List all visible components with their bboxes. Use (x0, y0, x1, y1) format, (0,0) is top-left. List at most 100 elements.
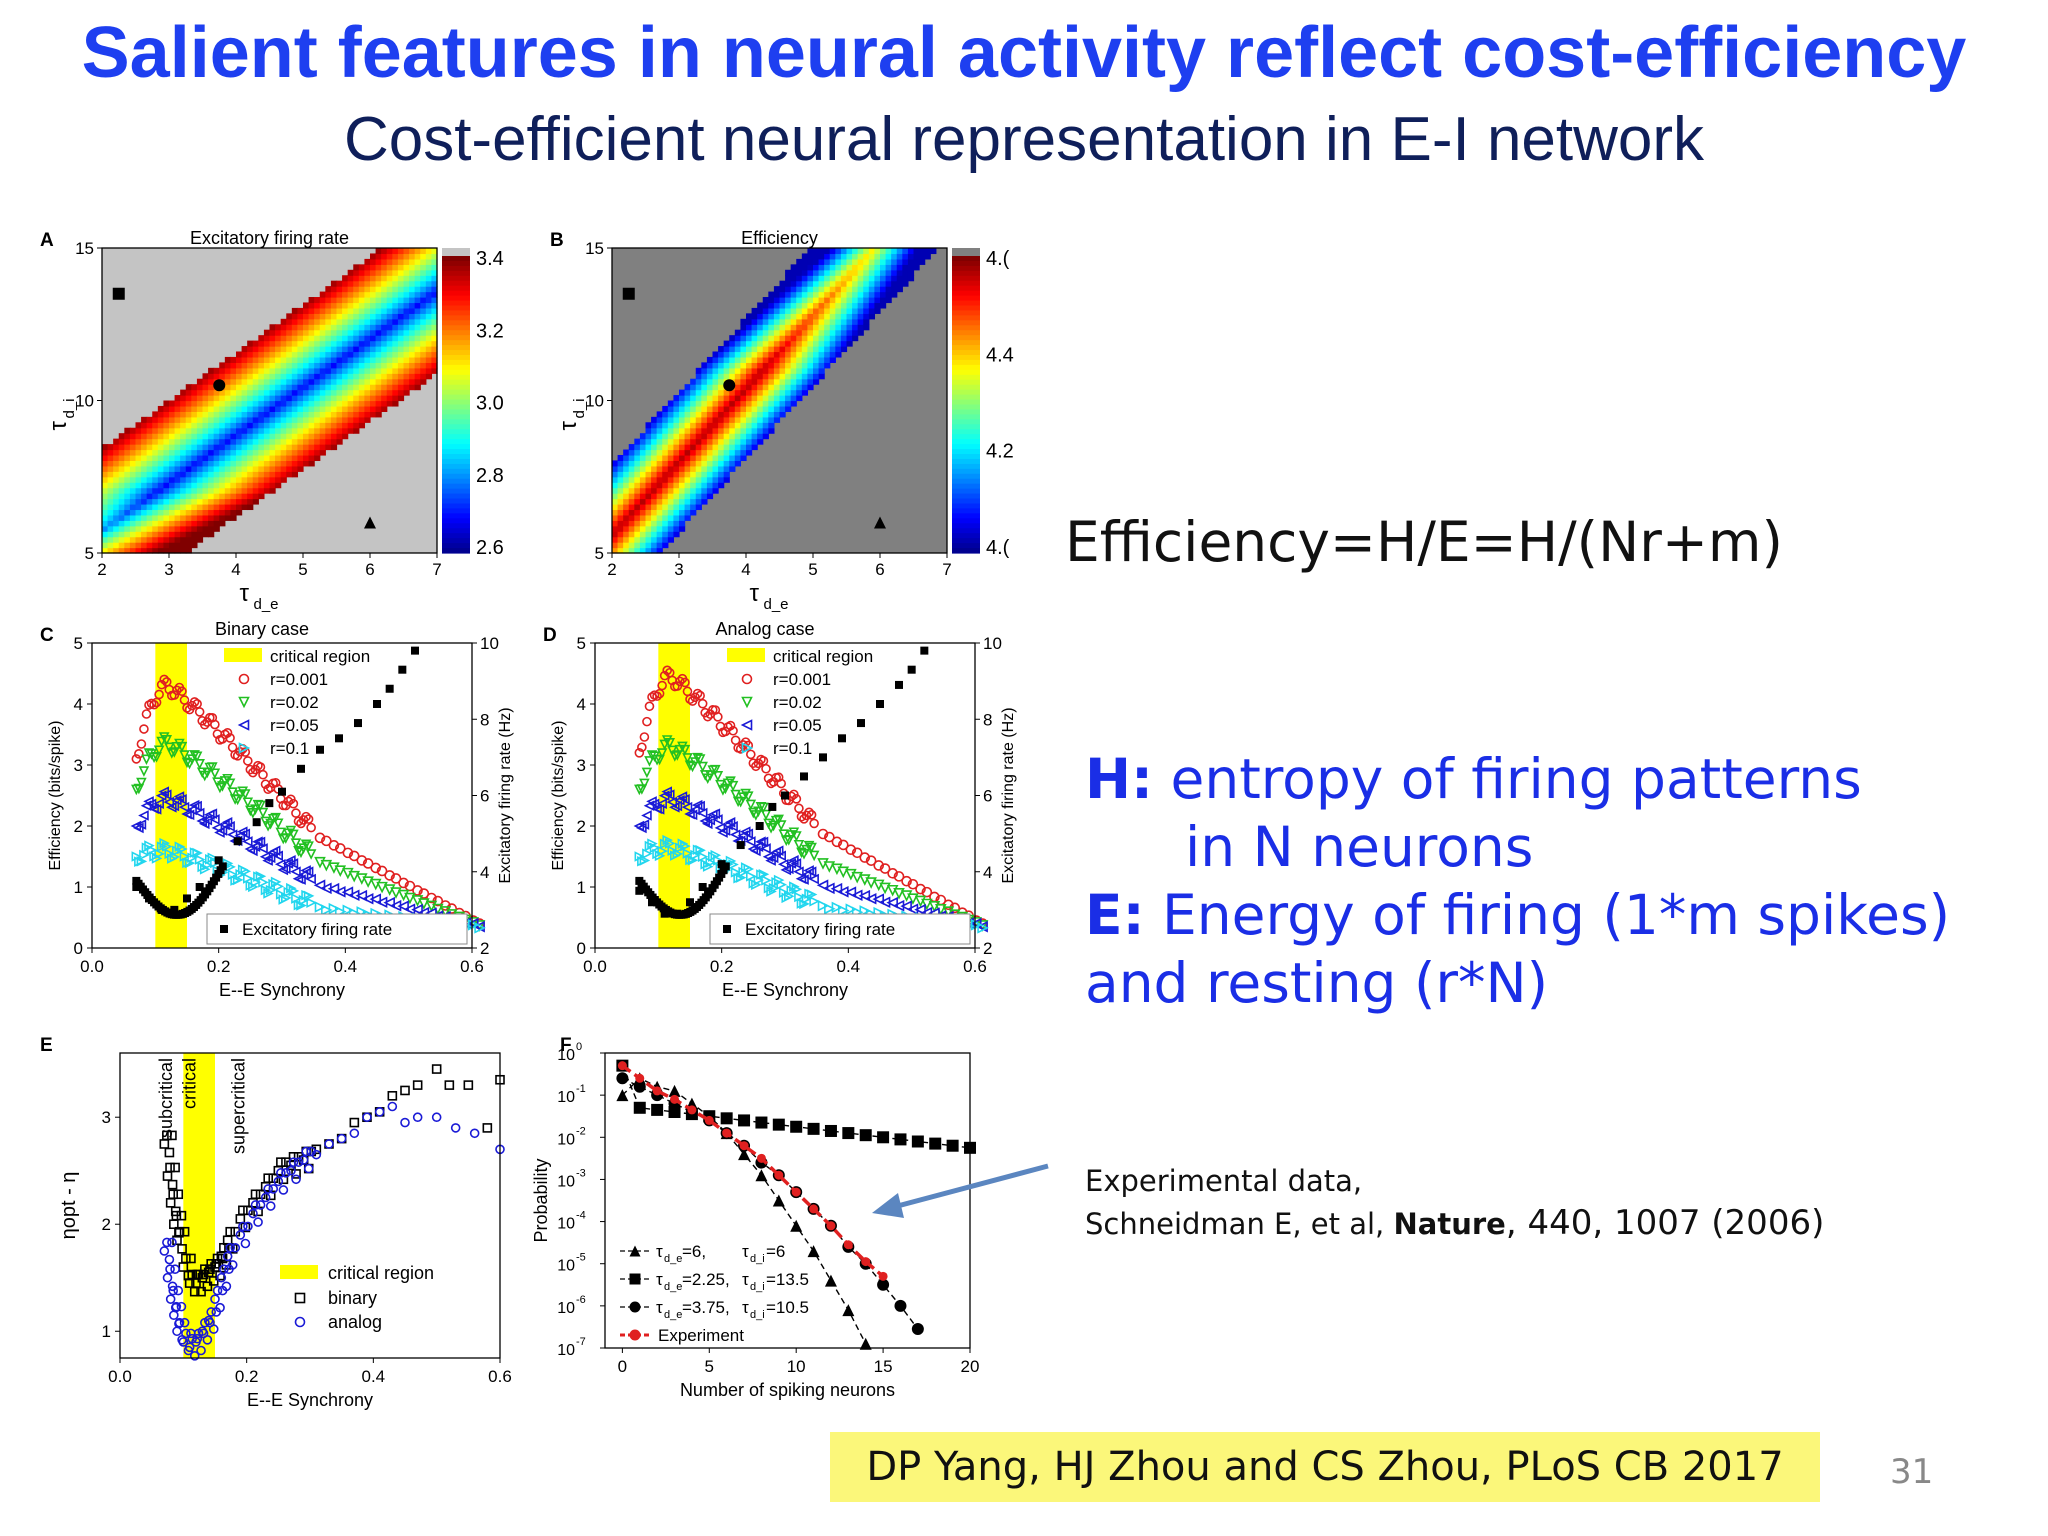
heatmap-cell-A (146, 520, 153, 527)
heatmap-cell-A (202, 422, 209, 429)
heatmap-cell-A (202, 433, 209, 440)
heatmap-cell-A (258, 444, 265, 451)
heatmap-cell-B (874, 302, 881, 309)
heatmap-cell-B (746, 416, 753, 423)
heatmap-cell-B (645, 536, 652, 543)
heatmap-cell-A (241, 405, 248, 412)
heatmap-cell-B (667, 503, 675, 511)
heatmap-cell-B (813, 280, 820, 287)
heatmap-cell-B (679, 471, 686, 478)
heatmap-cell-A (258, 471, 265, 478)
heatmap-cell-A (291, 362, 299, 369)
heatmap-cell-A (169, 405, 176, 412)
heatmap-cell-A (202, 509, 209, 516)
series-point-D (641, 810, 652, 821)
heatmap-cell-B (612, 525, 619, 532)
series-point-D (775, 850, 787, 862)
heatmap-cell-A (297, 329, 304, 336)
heatmap-cell-B (673, 509, 680, 516)
heatmap-cell-B (924, 248, 931, 255)
heatmap-cell-A (191, 389, 198, 396)
series-point-C (176, 741, 188, 753)
heatmap-cell-A (275, 427, 282, 434)
heatmap-cell-B (706, 465, 714, 472)
heatmap-cell-A (291, 460, 299, 467)
heatmap-cell-A (314, 313, 321, 320)
heatmap-cell-B (706, 438, 714, 445)
heatmap-cell-B (628, 542, 635, 549)
heatmap-cell-B (695, 471, 702, 478)
heatmap-cell-A (425, 329, 433, 336)
y2-axis-label-C: Excitatory firing rate (Hz) (497, 707, 514, 883)
series-point-D (728, 725, 738, 736)
heatmap-cell-B (857, 269, 864, 276)
heatmap-cell-B (852, 329, 859, 336)
heatmap-cell-B (667, 444, 675, 451)
heatmap-cell-A (325, 307, 332, 314)
heatmap-cell-A (275, 422, 282, 429)
heatmap-cell-A (409, 248, 416, 255)
heatmap-cell-B (695, 487, 702, 494)
colorbar-segment-B (952, 528, 980, 534)
colorbar-segment-A (442, 345, 470, 351)
heatmap-cell-B (695, 427, 702, 434)
series-point-D (672, 681, 683, 691)
heatmap-cell-A (252, 449, 259, 456)
heatmap-cell-A (185, 503, 192, 511)
heatmap-cell-A (208, 405, 215, 412)
series-point-1 (929, 1137, 942, 1150)
heatmap-cell-A (185, 547, 192, 554)
colorbar-segment-B (952, 364, 980, 371)
heatmap-cell-B (662, 525, 669, 532)
heatmap-cell-A (258, 405, 265, 412)
heatmap-cell-A (213, 449, 220, 456)
heatmap-cell-A (236, 395, 243, 402)
heatmap-cell-A (224, 476, 232, 483)
series-point-1 (738, 1114, 751, 1127)
heatmap-cell-B (706, 356, 714, 363)
y-tick-label-D: 3 (577, 756, 586, 775)
heatmap-cell-A (258, 460, 265, 467)
heatmap-cell-A (364, 286, 371, 293)
heatmap-cell-A (152, 438, 159, 445)
heatmap-cell-A (414, 313, 421, 320)
heatmap-cell-B (768, 367, 775, 374)
series-point-D (697, 761, 708, 773)
series-point-D (745, 749, 756, 760)
heatmap-cell-A (113, 438, 120, 445)
scatter-point-analog (181, 1328, 191, 1339)
heatmap-cell-B (751, 438, 758, 445)
heatmap-cell-A (370, 253, 377, 260)
series-point-D (776, 778, 787, 789)
heatmap-cell-B (779, 307, 786, 314)
heatmap-cell-A (252, 493, 259, 500)
heatmap-cell-A (314, 297, 321, 304)
heatmap-cell-B (857, 302, 864, 309)
heatmap-cell-A (319, 291, 326, 298)
heatmap-cell-B (734, 433, 742, 440)
heatmap-cell-B (612, 531, 619, 538)
heatmap-cell-B (829, 269, 836, 276)
heatmap-cell-B (768, 378, 775, 385)
heatmap-cell-B (824, 335, 831, 342)
heatmap-cell-B (773, 411, 781, 418)
heatmap-cell-A (141, 487, 148, 494)
heatmap-cell-A (180, 493, 187, 500)
series-point-0 (859, 1337, 872, 1350)
heatmap-cell-A (291, 416, 299, 423)
heatmap-cell-B (723, 389, 730, 396)
heatmap-cell-A (319, 405, 326, 412)
series-point-D (644, 756, 655, 767)
series-point-C (290, 838, 302, 849)
scatter-point-analog (197, 1326, 208, 1337)
heatmap-cell-B (690, 422, 697, 429)
firing-rate-point-D (721, 862, 730, 871)
series-point-C (288, 885, 300, 897)
heatmap-cell-A (213, 509, 220, 516)
heatmap-cell-B (813, 291, 820, 298)
y-tick-exponent-F: -3 (576, 1167, 586, 1179)
heatmap-cell-B (846, 335, 853, 342)
heatmap-cell-A (286, 340, 293, 347)
scatter-point-analog (176, 1301, 187, 1312)
heatmap-cell-B (790, 378, 797, 385)
